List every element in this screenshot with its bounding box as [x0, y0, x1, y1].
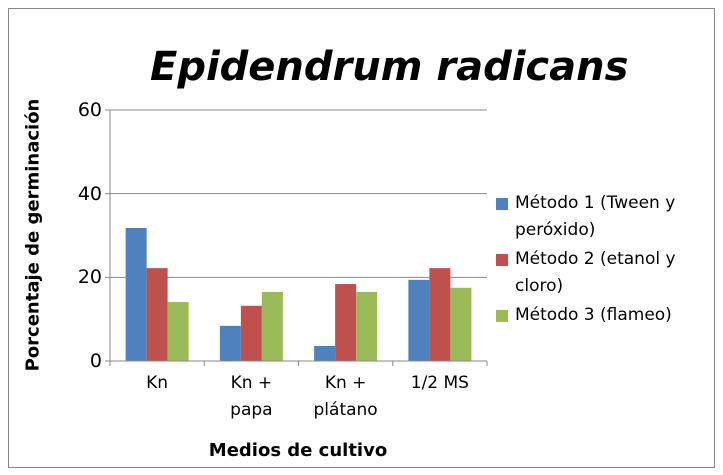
y-tick-label: 20	[77, 266, 102, 289]
chart-frame	[8, 8, 715, 468]
legend-swatch	[496, 310, 508, 322]
legend-swatch	[496, 254, 508, 266]
bar	[261, 291, 283, 361]
bar	[356, 291, 378, 361]
legend-label: Método 2 (etanol y cloro)	[515, 249, 676, 296]
legend-swatch	[496, 198, 508, 210]
bar	[146, 268, 168, 361]
bar	[335, 284, 357, 361]
y-tick-label: 60	[77, 99, 102, 121]
bar	[167, 302, 189, 361]
bar	[314, 345, 336, 361]
bar	[219, 325, 241, 361]
x-tick-label: Kn + plátano	[313, 373, 378, 420]
bar	[408, 279, 430, 361]
bar	[125, 227, 147, 361]
y-tick-label: 40	[77, 182, 102, 205]
chart-title: Epidendrum radicans	[150, 44, 629, 90]
bar	[429, 268, 451, 361]
x-tick-label: Kn + papa	[230, 373, 273, 420]
x-tick-label: 1/2 MS	[410, 373, 469, 393]
bar	[450, 287, 472, 361]
x-axis-label: Medios de cultivo	[208, 440, 388, 461]
y-axis-label: Porcentaje de germinación	[22, 98, 44, 372]
legend-label: Método 3 (flameo)	[515, 305, 672, 325]
bar	[240, 305, 262, 361]
y-tick-label: 0	[89, 350, 102, 372]
x-tick-label: Kn	[146, 373, 169, 393]
legend-label: Método 1 (Tween y peróxido)	[515, 193, 676, 240]
